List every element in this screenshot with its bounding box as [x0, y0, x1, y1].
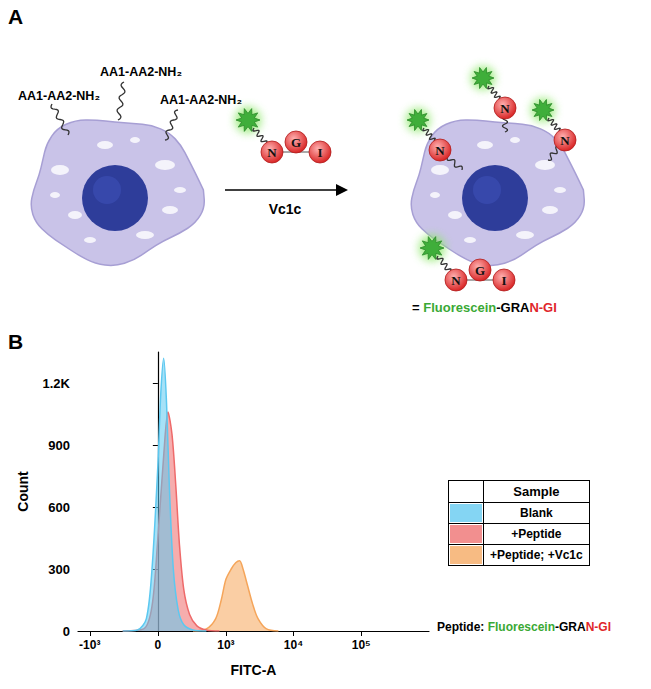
html-text:+Peptide: +Peptide — [511, 527, 562, 541]
svg-text:A: A — [8, 5, 23, 28]
html-text:Sample: Sample — [513, 484, 560, 499]
svg-text:I: I — [501, 273, 506, 288]
svg-text:G: G — [475, 263, 485, 278]
svg-text:N: N — [451, 273, 461, 288]
svg-text:0: 0 — [63, 624, 70, 639]
svg-text:N: N — [500, 101, 510, 116]
svg-text:10⁵: 10⁵ — [352, 638, 371, 652]
svg-text:Vc1c: Vc1c — [269, 201, 302, 217]
svg-text:N: N — [435, 143, 445, 158]
svg-text:1.2K: 1.2K — [43, 376, 71, 391]
svg-text:300: 300 — [48, 562, 70, 577]
svg-text:Count: Count — [15, 471, 31, 512]
html-text:Peptide: Fluorescein -GRA N-GI: Peptide: Fluorescein -GRA N-GI — [437, 620, 611, 634]
svg-text:AA1-AA2-NH₂: AA1-AA2-NH₂ — [160, 93, 242, 107]
svg-text:AA1-AA2-NH₂: AA1-AA2-NH₂ — [100, 65, 182, 79]
svg-text:-10³: -10³ — [79, 638, 100, 652]
svg-text:I: I — [317, 145, 322, 160]
html-text:+Peptide; +Vc1c: +Peptide; +Vc1c — [490, 548, 583, 562]
svg-text:900: 900 — [48, 438, 70, 453]
html-text:Blank: Blank — [520, 506, 553, 520]
svg-text:N: N — [267, 145, 277, 160]
svg-text:10³: 10³ — [217, 638, 234, 652]
svg-text:N: N — [560, 133, 570, 148]
svg-text:0: 0 — [155, 638, 162, 652]
svg-text:FITC-A: FITC-A — [231, 662, 277, 678]
svg-text:G: G — [291, 135, 301, 150]
svg-text:600: 600 — [48, 500, 70, 515]
svg-text:AA1-AA2-NH₂: AA1-AA2-NH₂ — [18, 89, 100, 103]
svg-text:= Fluorescein-GRAN-GI: = Fluorescein-GRAN-GI — [412, 300, 557, 315]
html-text:B: B — [8, 330, 24, 353]
svg-text:10⁴: 10⁴ — [284, 638, 303, 652]
